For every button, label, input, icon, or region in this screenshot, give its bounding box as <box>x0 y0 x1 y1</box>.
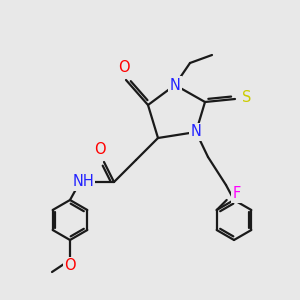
Text: N: N <box>169 77 180 92</box>
Text: N: N <box>190 124 201 140</box>
Text: F: F <box>232 187 241 202</box>
Text: NH: NH <box>72 175 94 190</box>
Text: O: O <box>118 61 130 76</box>
Text: O: O <box>64 259 76 274</box>
Text: S: S <box>242 89 252 104</box>
Text: O: O <box>94 142 106 158</box>
